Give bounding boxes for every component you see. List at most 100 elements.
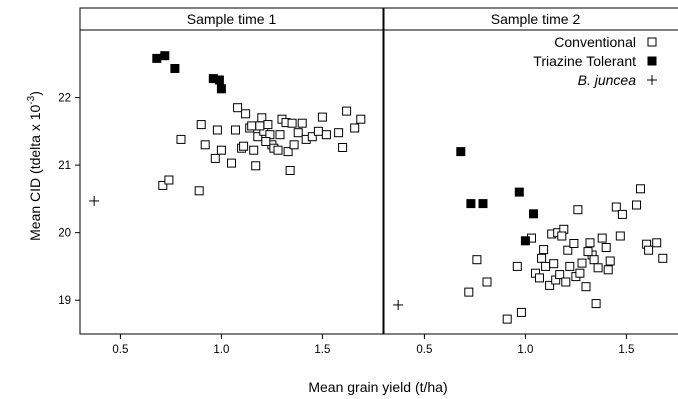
plot-frame	[79, 29, 384, 335]
data-point	[565, 261, 575, 271]
data-point	[233, 103, 243, 113]
data-point	[307, 132, 317, 142]
data-point	[549, 259, 559, 269]
data-point	[529, 209, 538, 219]
data-point	[289, 140, 299, 150]
data-point	[263, 120, 273, 130]
data-point	[200, 140, 210, 150]
data-point	[591, 299, 601, 309]
data-point	[583, 247, 593, 257]
panel-1: Sample time 1	[79, 7, 384, 335]
data-point	[557, 231, 567, 241]
data-point	[585, 238, 595, 248]
panels-layer: Sample time 1 Sample time 2	[79, 7, 678, 335]
data-point	[478, 199, 488, 209]
data-point	[561, 277, 571, 287]
data-point	[196, 120, 206, 130]
data-point	[317, 112, 327, 122]
data-point	[593, 263, 603, 273]
data-point	[502, 314, 512, 324]
data-point	[535, 273, 544, 283]
data-point	[152, 53, 162, 63]
data-point	[652, 238, 662, 248]
data-point	[89, 195, 100, 206]
data-point	[466, 199, 476, 209]
data-point	[658, 253, 668, 263]
data-point	[605, 256, 615, 266]
data-point	[158, 180, 168, 190]
data-point	[249, 145, 259, 155]
y-tick-label: 21	[58, 160, 71, 172]
axes-layer: 0.5 1.0 1.5 0.5 1.0 1.5 19 20 21 22	[58, 93, 634, 356]
data-point	[482, 277, 492, 287]
series-conventional	[158, 103, 366, 196]
legend-layer: Conventional Triazine Tolerant B. juncea	[533, 34, 657, 88]
x-axis-title: Mean grain yield (t/ha)	[308, 379, 447, 395]
data-point	[636, 184, 645, 194]
x-tick-label: 1.0	[213, 344, 229, 356]
data-point	[321, 130, 331, 140]
data-point	[160, 51, 170, 61]
data-point	[589, 255, 599, 265]
data-point	[293, 128, 303, 138]
data-point	[545, 280, 555, 290]
data-point	[597, 233, 607, 243]
data-point	[577, 258, 587, 268]
y-axis-title-main: Mean CID (tdelta x 10	[27, 104, 43, 240]
data-point	[251, 161, 261, 171]
data-point	[603, 265, 613, 275]
data-point	[176, 134, 186, 144]
series-b-juncea	[393, 299, 404, 310]
data-point	[520, 236, 530, 246]
legend-entry: Conventional	[554, 34, 657, 50]
legend-entry: B. juncea	[578, 72, 657, 88]
data-point	[287, 118, 297, 128]
data-point	[581, 282, 591, 292]
data-point	[563, 245, 573, 255]
legend-label: Triazine Tolerant	[533, 53, 636, 69]
plot-frame	[383, 29, 678, 335]
legend-entry: Triazine Tolerant	[533, 53, 657, 69]
series-triazine-tolerant	[456, 147, 538, 246]
data-point	[255, 121, 265, 131]
data-point	[516, 307, 526, 317]
data-point	[539, 245, 549, 255]
data-point	[464, 287, 474, 297]
y-axis-title-close: )	[27, 91, 43, 96]
data-point	[239, 141, 249, 151]
y-axis-title-superscript: -3	[26, 95, 37, 104]
data-point	[356, 114, 366, 124]
data-point	[227, 158, 236, 168]
legend-marker	[647, 37, 657, 47]
data-point	[216, 84, 226, 94]
data-point	[555, 270, 565, 280]
y-tick-label: 19	[58, 295, 71, 307]
data-point	[338, 143, 348, 152]
data-point	[210, 153, 220, 163]
data-point	[275, 130, 285, 140]
data-point	[313, 126, 323, 136]
data-point	[214, 75, 224, 85]
data-point	[617, 209, 627, 219]
data-point	[644, 245, 654, 255]
legend-marker	[647, 75, 657, 85]
data-point	[285, 166, 295, 175]
y-axis-title: Mean CID (tdelta x 10-3)	[26, 91, 43, 241]
legend-marker	[647, 56, 657, 66]
x-tick-label: 1.0	[517, 344, 533, 356]
data-point	[216, 145, 226, 155]
data-point	[342, 106, 352, 116]
data-point	[212, 125, 222, 135]
panel-title: Sample time 1	[187, 11, 277, 27]
data-point	[615, 231, 625, 241]
series-triazine-tolerant	[152, 51, 226, 94]
data-point	[632, 200, 641, 210]
data-point	[297, 118, 307, 128]
x-tick-label: 0.5	[416, 344, 432, 356]
data-point	[273, 145, 283, 155]
data-point	[334, 128, 344, 138]
data-point	[575, 268, 585, 278]
data-point	[283, 147, 293, 157]
panel-title: Sample time 2	[491, 11, 581, 27]
